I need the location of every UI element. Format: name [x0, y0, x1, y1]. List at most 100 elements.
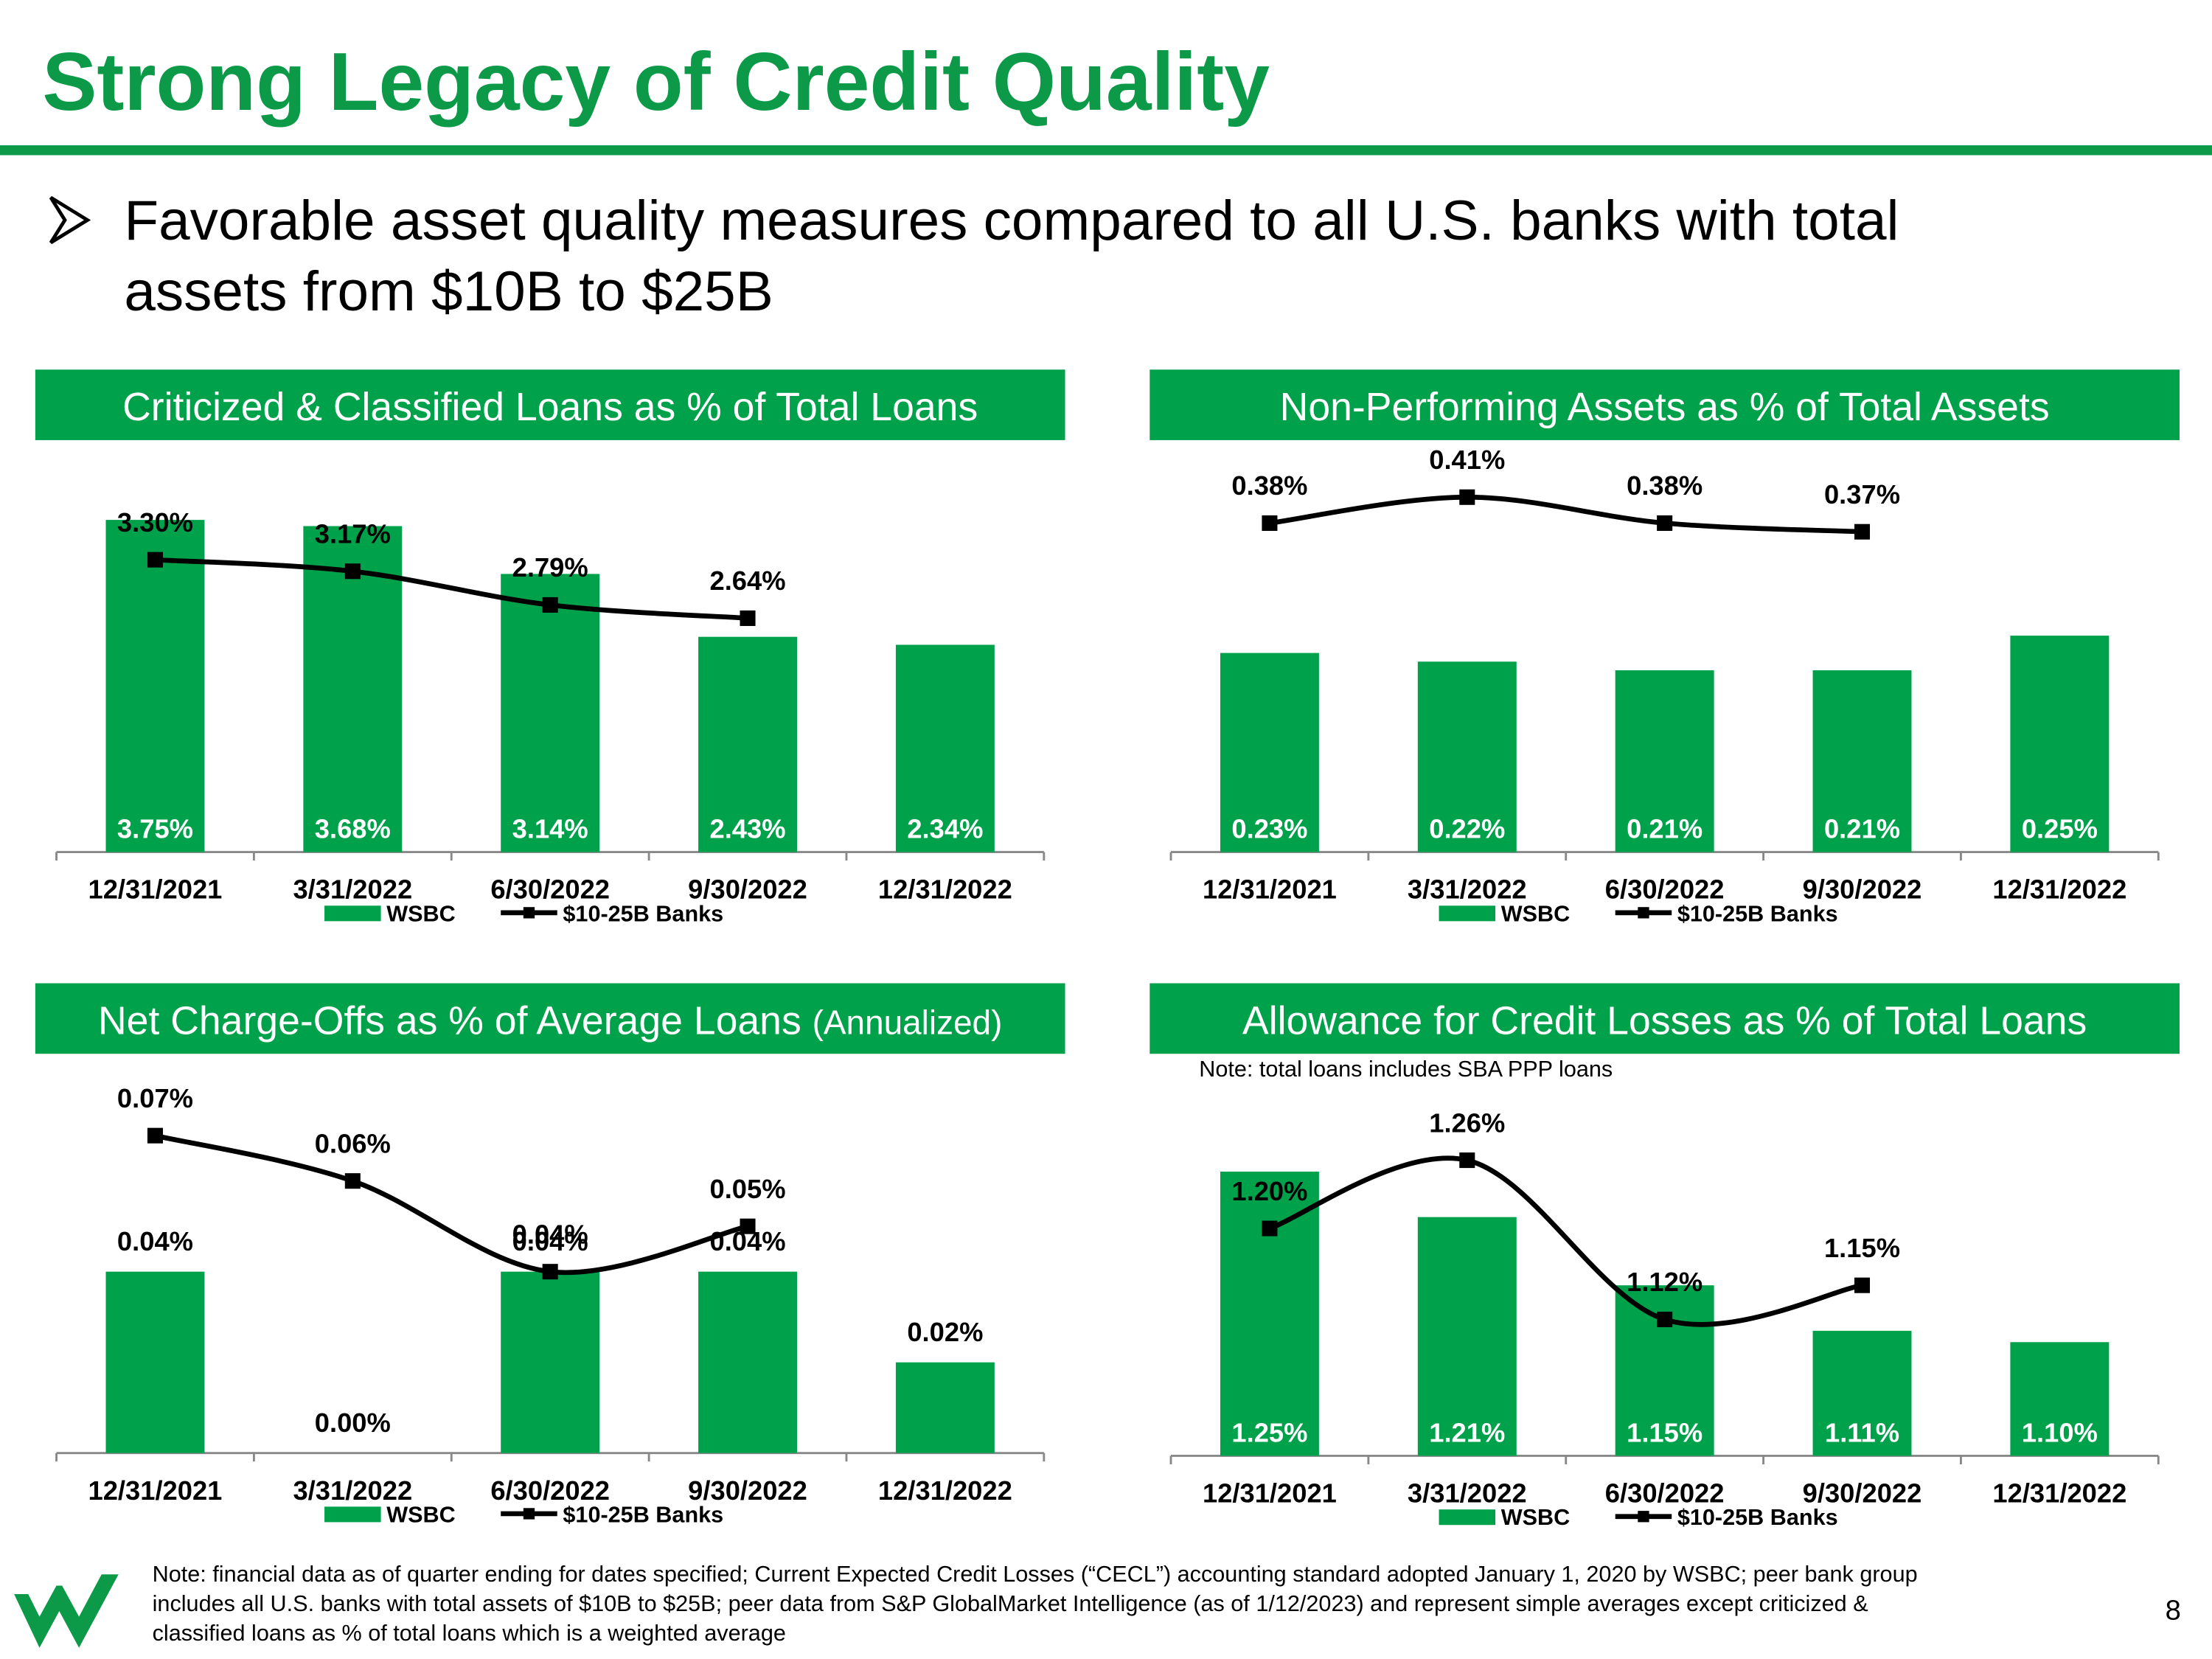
bar-value-label: 3.14%: [512, 813, 588, 844]
line-value-label: 0.41%: [1429, 445, 1505, 475]
line-value-label: 0.05%: [709, 1174, 785, 1204]
legend-label: $10-25B Banks: [563, 901, 723, 926]
x-tick-label: 12/31/2021: [1203, 874, 1337, 905]
x-tick-label: 12/31/2022: [1992, 874, 2126, 905]
x-tick-label: 3/31/2022: [1408, 874, 1527, 905]
legend-swatch: [1439, 1509, 1496, 1526]
chart-title: Allowance for Credit Losses as % of Tota…: [1242, 999, 2087, 1043]
line-marker: [1459, 1152, 1475, 1169]
line-value-label: 2.79%: [512, 552, 588, 582]
line-value-label: 3.17%: [315, 519, 391, 549]
bar: [2010, 636, 2110, 852]
line-marker: [1854, 524, 1871, 540]
footnote: Note: financial data as of quarter endin…: [153, 1562, 1918, 1587]
line-series: [154, 1133, 748, 1276]
legend-swatch: [1638, 1511, 1649, 1523]
x-tick-label: 6/30/2022: [490, 874, 610, 905]
line-marker: [1657, 1311, 1673, 1327]
bar-value-label: 0.25%: [2022, 813, 2098, 844]
line-marker: [1657, 515, 1673, 531]
legend-swatch: [1638, 907, 1649, 919]
chart-title: Net Charge-Offs as % of Average Loans (A…: [98, 999, 1002, 1043]
bar: [895, 644, 995, 852]
chart-title-text: Allowance for Credit Losses as % of Tota…: [1242, 999, 2087, 1043]
bar-value-label: 0.04%: [512, 1226, 588, 1256]
bar-value-label: 1.11%: [1825, 1417, 1899, 1447]
x-tick-label: 3/31/2022: [293, 1475, 412, 1506]
x-tick-label: 9/30/2022: [1803, 874, 1922, 905]
legend-label: $10-25B Banks: [1677, 901, 1838, 926]
page-number: 8: [2166, 1594, 2181, 1626]
bar-value-label: 0.04%: [117, 1226, 193, 1256]
legend-swatch: [324, 1506, 381, 1523]
bar-value-label: 0.22%: [1429, 813, 1505, 844]
chart-banner: [1150, 369, 2180, 440]
legend-label: WSBC: [1501, 1505, 1571, 1530]
legend-swatch: [324, 905, 381, 922]
slide-title: Strong Legacy of Credit Quality: [42, 36, 1270, 128]
x-tick-label: 9/30/2022: [688, 874, 807, 905]
legend-label: $10-25B Banks: [1677, 1505, 1838, 1530]
chart-banner: [1150, 983, 2180, 1054]
x-tick-label: 6/30/2022: [490, 1475, 610, 1506]
line-value-label: 0.06%: [315, 1128, 391, 1158]
chart-note: Note: total loans includes SBA PPP loans: [1199, 1057, 1613, 1082]
legend-label: WSBC: [386, 1502, 456, 1527]
legend-swatch: [1439, 905, 1496, 922]
footnote: classified loans as % of total loans whi…: [153, 1621, 786, 1646]
chart-title-text: Net Charge-Offs as % of Average Loans: [98, 999, 801, 1043]
x-tick-label: 9/30/2022: [688, 1475, 807, 1506]
bar: [1417, 661, 1517, 852]
bar: [895, 1362, 995, 1453]
line-marker: [344, 1173, 361, 1189]
chart-title: Non-Performing Assets as % of Total Asse…: [1280, 386, 2050, 429]
line-marker: [740, 610, 756, 626]
bar: [1220, 1171, 1319, 1456]
bar-value-label: 3.75%: [117, 813, 193, 844]
bullet-line: Favorable asset quality measures compare…: [124, 189, 1899, 252]
line-marker: [1262, 1220, 1278, 1237]
x-tick-label: 6/30/2022: [1605, 1478, 1725, 1509]
line-value-label: 3.30%: [117, 507, 193, 538]
chart-banner: [35, 369, 1065, 440]
title-rule: [0, 145, 2212, 156]
bar: [2010, 1342, 2110, 1456]
bullet-arrow: [49, 195, 91, 245]
line-marker: [147, 1127, 163, 1144]
bar-value-label: 2.34%: [907, 813, 983, 844]
line-value-label: 1.12%: [1627, 1267, 1703, 1297]
line-marker: [740, 1218, 756, 1234]
x-tick-label: 12/31/2022: [878, 874, 1012, 905]
bar: [501, 1271, 600, 1453]
line-value-label: 0.38%: [1231, 470, 1307, 501]
line-marker: [1854, 1277, 1871, 1293]
line-marker: [1262, 515, 1278, 531]
bar-value-label: 1.21%: [1429, 1417, 1505, 1447]
bar-value-label: 1.25%: [1231, 1417, 1307, 1447]
legend-label: WSBC: [386, 901, 456, 926]
line-value-label: 1.15%: [1824, 1233, 1900, 1263]
bar: [105, 1271, 205, 1453]
footnote: includes all U.S. banks with total asset…: [153, 1591, 1868, 1616]
x-tick-label: 12/31/2022: [1992, 1478, 2126, 1509]
legend-swatch: [523, 1508, 535, 1520]
bar: [698, 636, 797, 852]
bar: [501, 574, 600, 852]
line-value-label: 2.64%: [709, 566, 785, 596]
line-value-label: 0.07%: [117, 1083, 193, 1113]
bar-value-label: 0.23%: [1231, 813, 1307, 844]
x-tick-label: 12/31/2021: [1203, 1478, 1337, 1509]
line-marker: [344, 563, 361, 580]
line-series: [1268, 1155, 1863, 1327]
bar: [698, 1271, 797, 1453]
x-tick-label: 3/31/2022: [293, 874, 412, 905]
line-series: [155, 557, 748, 621]
legend-label: $10-25B Banks: [563, 1502, 723, 1527]
logo: [11, 1568, 122, 1651]
bar: [1220, 653, 1319, 852]
bar-value-label: 0.02%: [907, 1317, 983, 1347]
x-tick-label: 3/31/2022: [1408, 1478, 1527, 1509]
line-value-label: 1.20%: [1231, 1176, 1307, 1206]
bar: [1417, 1217, 1517, 1456]
bar: [1812, 670, 1912, 852]
